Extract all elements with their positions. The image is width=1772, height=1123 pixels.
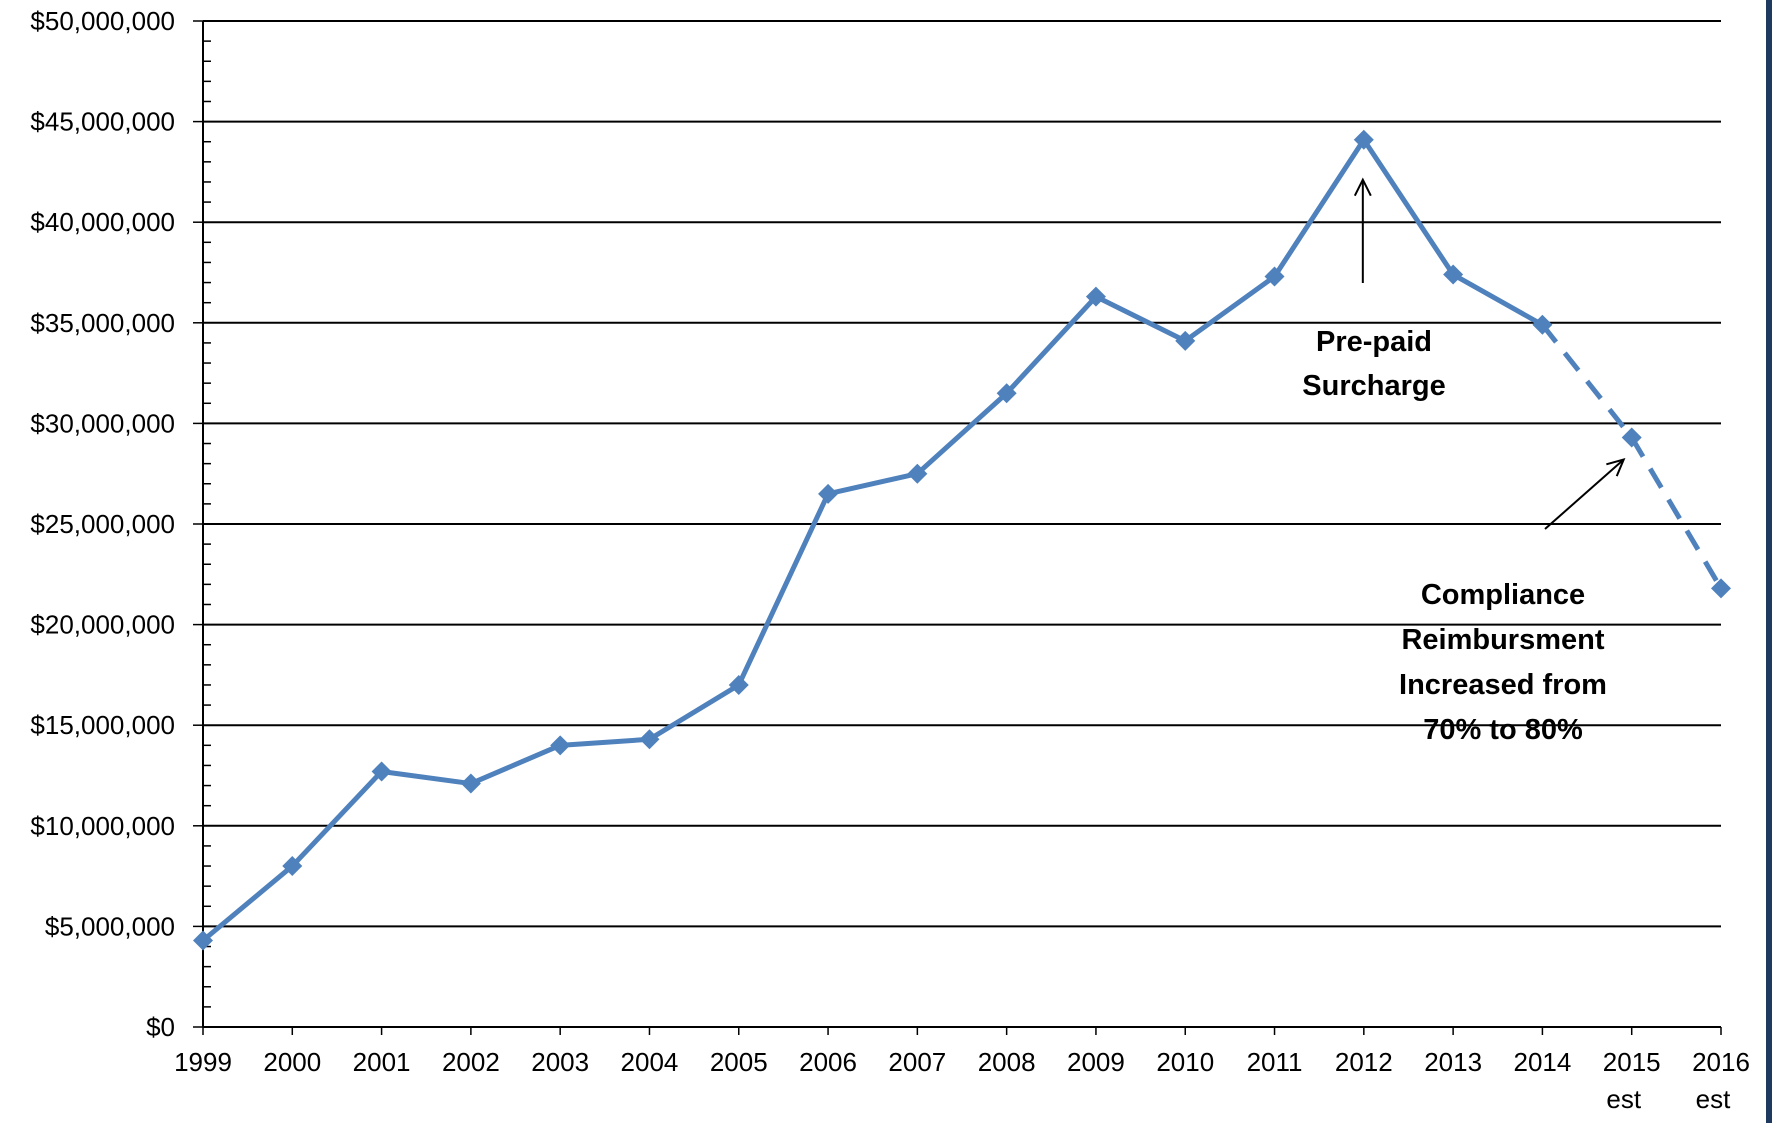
y-tick-label: $30,000,000 <box>30 408 175 438</box>
y-tick-label: $35,000,000 <box>30 308 175 338</box>
x-tick-sublabel: est <box>1696 1084 1731 1114</box>
data-point-2009 <box>1085 286 1106 307</box>
y-tick-label: $40,000,000 <box>30 207 175 237</box>
x-tick-label: 2005 <box>710 1047 768 1077</box>
data-point-2003 <box>550 735 571 756</box>
x-tick-label: 2001 <box>353 1047 411 1077</box>
annotation-prepaid-line2: Surcharge <box>1302 370 1445 402</box>
x-tick-label: 2003 <box>531 1047 589 1077</box>
annotations: Pre-paid Surcharge Compliance Reimbursme… <box>1302 177 1626 746</box>
x-tick-label: 1999 <box>174 1047 232 1077</box>
x-tick-label: 2014 <box>1513 1047 1571 1077</box>
data-point-2015 <box>1621 427 1642 448</box>
data-point-2016 <box>1711 578 1731 599</box>
data-point-2011 <box>1264 266 1285 287</box>
series-solid-line <box>201 137 1544 943</box>
x-tick-label: 2010 <box>1156 1047 1214 1077</box>
x-tick-sublabel: est <box>1606 1084 1641 1114</box>
data-point-2008 <box>996 383 1017 404</box>
data-point-2004 <box>639 729 660 750</box>
y-tick-label: $45,000,000 <box>30 107 175 137</box>
y-tick-label: $20,000,000 <box>30 610 175 640</box>
x-tick-label: 2004 <box>621 1047 679 1077</box>
annotation-arrowhead-prepaid <box>1353 177 1372 197</box>
y-tick-label: $5,000,000 <box>45 911 175 941</box>
data-point-2001 <box>371 761 392 782</box>
y-axis-tick-labels: $0 $5,000,000 $10,000,000 $15,000,000 $20,00… <box>30 6 175 1042</box>
x-axis-tick-labels: 1999 2000 2001 2002 2003 2004 2005 2006 2007 2008… <box>174 1047 1750 1114</box>
gridlines <box>203 20 1721 928</box>
data-point-2007 <box>907 463 928 484</box>
x-tick-label: 2002 <box>442 1047 500 1077</box>
y-tick-label: $0 <box>146 1012 175 1042</box>
axes <box>193 20 1722 1035</box>
x-tick-label: 2006 <box>799 1047 857 1077</box>
series-line <box>201 137 1724 943</box>
data-point-1999 <box>193 930 213 951</box>
x-tick-label: 2012 <box>1335 1047 1393 1077</box>
data-point-2002 <box>460 773 481 794</box>
x-tick-label: 2007 <box>888 1047 946 1077</box>
x-tick-label: 2016 <box>1692 1047 1750 1077</box>
data-point-2000 <box>282 856 303 877</box>
annotation-compliance-line1: Compliance <box>1421 579 1585 611</box>
annotation-compliance-line4: 70% to 80% <box>1423 714 1583 746</box>
y-tick-label: $50,000,000 <box>30 6 175 36</box>
data-point-2014 <box>1532 314 1553 335</box>
data-point-2005 <box>728 674 749 695</box>
data-point-2010 <box>1175 330 1196 351</box>
data-point-2012 <box>1353 129 1374 150</box>
annotation-prepaid-line1: Pre-paid <box>1316 326 1432 358</box>
x-tick-label: 2009 <box>1067 1047 1125 1077</box>
data-point-2013 <box>1443 264 1464 285</box>
data-point-2006 <box>818 483 839 504</box>
x-tick-label: 2011 <box>1247 1047 1303 1077</box>
annotation-arrow-compliance <box>1544 458 1625 530</box>
x-tick-label: 2008 <box>978 1047 1036 1077</box>
x-tick-label: 2015 <box>1603 1047 1661 1077</box>
y-tick-label: $15,000,000 <box>30 710 175 740</box>
series-dashed-line <box>1540 323 1724 590</box>
annotation-compliance-line3: Increased from <box>1399 669 1607 701</box>
x-tick-label: 2013 <box>1424 1047 1482 1077</box>
frame-edge <box>1766 0 1772 1123</box>
annotation-compliance-line2: Reimbursment <box>1401 624 1604 656</box>
x-tick-label: 2000 <box>263 1047 321 1077</box>
annotation-arrowhead-compliance <box>1606 457 1626 477</box>
y-tick-label: $25,000,000 <box>30 509 175 539</box>
y-tick-label: $10,000,000 <box>30 811 175 841</box>
series-markers <box>193 129 1731 951</box>
